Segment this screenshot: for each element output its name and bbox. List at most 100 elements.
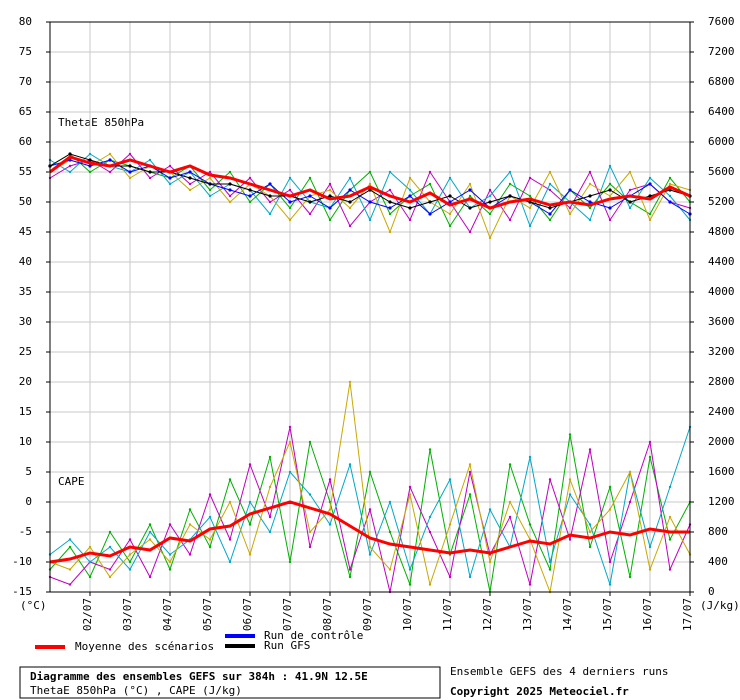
member-point	[568, 478, 572, 481]
member-point	[388, 200, 392, 204]
member-point	[168, 553, 172, 556]
member-point	[188, 182, 192, 186]
member-point	[228, 182, 232, 186]
member-point	[288, 440, 292, 444]
x-tick-label: 06/07	[241, 598, 254, 631]
y2-axis-label: (J/kg)	[700, 599, 740, 612]
member-point	[668, 194, 672, 198]
member-point	[308, 493, 312, 496]
y-tick-label: -5	[19, 525, 32, 538]
member-point	[648, 176, 652, 180]
member-point	[448, 575, 452, 579]
member-point	[268, 485, 272, 489]
member-point	[448, 212, 452, 216]
member-point	[608, 508, 612, 511]
member-point	[188, 523, 192, 526]
member-point	[388, 188, 392, 192]
y-tick-label: 60	[19, 135, 32, 148]
x-tick-label: 07/07	[281, 598, 294, 631]
member-point	[88, 560, 92, 564]
y-tick-label: 10	[19, 435, 32, 448]
member-point	[248, 188, 252, 192]
member-point	[488, 560, 492, 564]
member-point	[288, 425, 292, 429]
member-point	[368, 188, 372, 192]
x-tick-label: 15/07	[601, 598, 614, 631]
member-point	[168, 182, 172, 186]
y-tick-label: 65	[19, 105, 32, 118]
member-point	[608, 164, 612, 168]
member-point	[528, 224, 532, 228]
member-point	[428, 170, 432, 174]
member-point	[228, 560, 232, 564]
member-point	[168, 568, 172, 571]
member-point	[328, 478, 332, 481]
footer-copyright: Copyright 2025 Meteociel.fr	[450, 685, 629, 698]
x-tick-label: 13/07	[521, 598, 534, 631]
member-point	[148, 158, 152, 162]
member-point	[148, 575, 152, 579]
legend-label: Run de contrôle	[264, 629, 363, 642]
y2-tick-label: 2000	[708, 435, 735, 448]
y2-tick-label: 7200	[708, 45, 735, 58]
member-point	[328, 523, 332, 526]
member-point	[288, 200, 292, 204]
member-point	[248, 194, 252, 198]
member-point	[228, 170, 232, 174]
member-point	[468, 206, 472, 210]
member-point	[588, 200, 592, 204]
member-point	[588, 448, 592, 451]
member-point	[168, 523, 172, 526]
member-point	[188, 188, 192, 192]
member-point	[388, 500, 392, 504]
member-point	[228, 478, 232, 481]
y-tick-label: 0	[25, 495, 32, 508]
member-point	[428, 530, 432, 534]
member-point	[568, 188, 572, 192]
member-point	[128, 568, 132, 571]
member-point	[488, 200, 492, 204]
member-point	[68, 568, 72, 571]
member-point	[428, 212, 432, 216]
footer-subtitle: ThetaE 850hPa (°C) , CAPE (J/kg)	[30, 684, 242, 697]
member-point	[68, 164, 72, 168]
member-point	[328, 218, 332, 222]
member-point	[388, 230, 392, 234]
member-point	[528, 455, 532, 459]
y2-tick-label: 0	[708, 585, 715, 598]
y-tick-label: 35	[19, 285, 32, 298]
member-point	[308, 200, 312, 204]
member-point	[408, 194, 412, 198]
member-point	[148, 176, 152, 180]
y-tick-label: 50	[19, 195, 32, 208]
member-point	[228, 538, 232, 541]
member-point	[288, 218, 292, 222]
member-point	[448, 478, 452, 481]
member-point	[528, 200, 532, 204]
member-point	[348, 463, 352, 466]
member-point	[208, 493, 212, 496]
member-point	[628, 500, 632, 504]
y2-tick-label: 6800	[708, 75, 735, 88]
member-point	[448, 176, 452, 180]
y-tick-label: 30	[19, 315, 32, 328]
member-point	[368, 470, 372, 474]
member-point	[108, 530, 112, 534]
member-point	[628, 170, 632, 174]
member-point	[528, 176, 532, 180]
member-point	[428, 182, 432, 186]
member-point	[428, 448, 432, 451]
y2-tick-label: 7600	[708, 15, 735, 28]
y2-tick-label: 5200	[708, 195, 735, 208]
y-tick-label: 5	[25, 465, 32, 478]
member-point	[128, 152, 132, 156]
member-point	[108, 575, 112, 579]
member-point	[128, 553, 132, 556]
member-point	[128, 538, 132, 541]
member-point	[668, 568, 672, 571]
member-point	[208, 194, 212, 198]
member-point	[208, 515, 212, 519]
member-point	[508, 194, 512, 198]
y-tick-label: 75	[19, 45, 32, 58]
member-point	[308, 212, 312, 216]
